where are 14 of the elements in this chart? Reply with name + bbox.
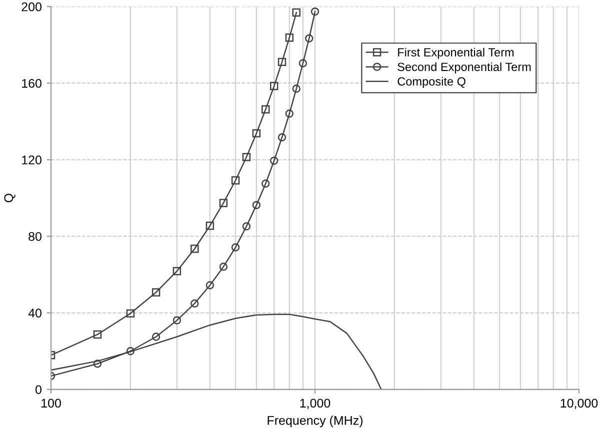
y-tick-label: 120 — [22, 156, 42, 164]
legend-label: First Exponential Term — [398, 48, 514, 59]
legend-label: Composite Q — [398, 76, 466, 88]
x-tick-label: 100 — [42, 398, 61, 408]
legend-label: Second Exponential Term — [398, 62, 531, 74]
y-axis-title: Q — [4, 194, 16, 202]
y-tick-label: 160 — [22, 78, 42, 88]
y-tick-label: 0 — [36, 385, 42, 394]
x-tick-label: 1,000 — [300, 398, 330, 410]
y-tick-label: 200 — [22, 2, 42, 12]
x-tick-label: 10,000 — [560, 398, 598, 410]
x-axis-title: Frequency (MHz) — [268, 416, 362, 428]
y-tick-label: 40 — [28, 308, 42, 318]
y-tick-label: 80 — [28, 232, 42, 241]
